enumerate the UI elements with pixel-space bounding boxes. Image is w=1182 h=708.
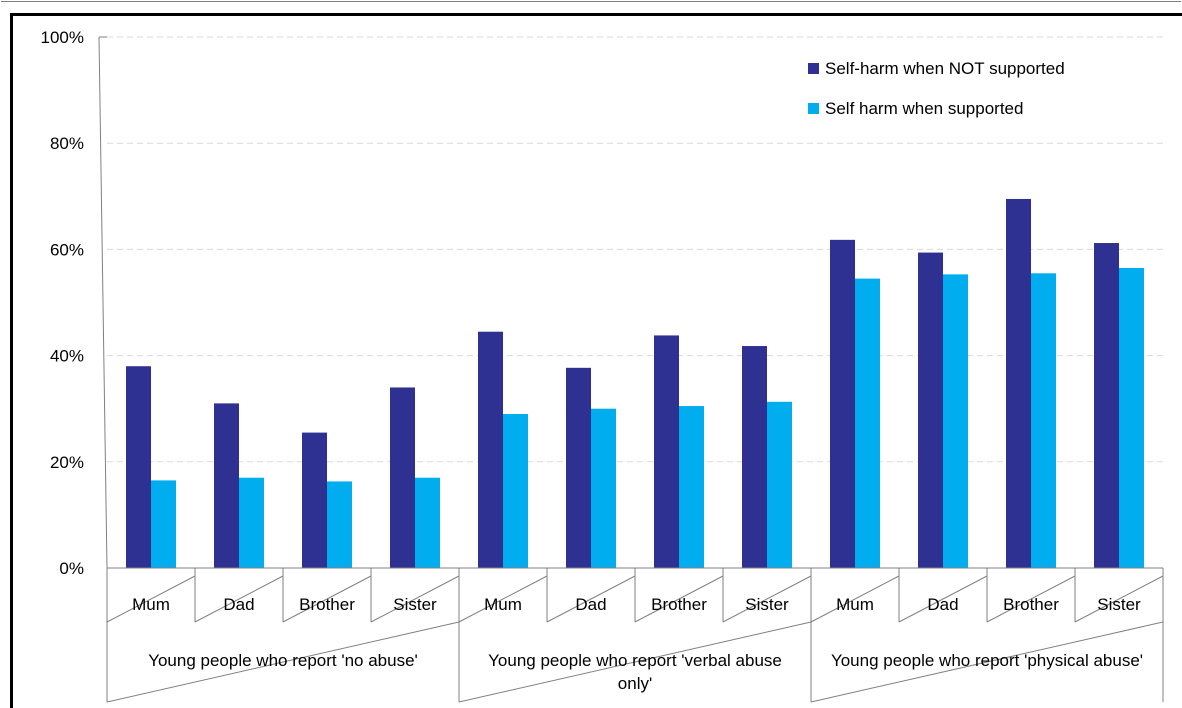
group-slant — [458, 621, 812, 703]
category-slant — [282, 575, 372, 623]
category-label: Dad — [223, 595, 254, 614]
plot-frame-top — [10, 13, 1182, 16]
category-slant — [722, 575, 812, 623]
plot-frame-left — [10, 13, 13, 708]
category-slant — [1074, 575, 1164, 623]
category-slant — [634, 575, 724, 623]
y-tick-label: 40% — [50, 347, 84, 366]
category-label: Mum — [132, 595, 170, 614]
category-label: Mum — [836, 595, 874, 614]
bar-supported — [1119, 267, 1144, 568]
bar-not-supported — [126, 366, 151, 568]
category-slant — [106, 575, 196, 623]
category-slant — [458, 575, 548, 623]
category-label: Sister — [393, 595, 437, 614]
bar-supported — [855, 278, 880, 568]
bar-supported — [239, 477, 264, 568]
bar-not-supported — [1006, 198, 1031, 568]
group-label: Young people who report 'physical abuse' — [831, 651, 1143, 670]
bar-not-supported — [390, 387, 415, 568]
bar-not-supported — [566, 367, 591, 568]
legend: Self-harm when NOT supported Self harm wh… — [808, 59, 1065, 118]
bar-supported — [591, 408, 616, 568]
bar-supported — [503, 414, 528, 568]
bar-supported — [943, 274, 968, 568]
category-label: Brother — [299, 595, 355, 614]
bar-not-supported — [478, 331, 503, 568]
category-slant — [370, 575, 460, 623]
chart-border — [1, 1, 1181, 2]
y-axis-line — [98, 36, 108, 569]
bars — [126, 198, 1144, 569]
category-slant — [986, 575, 1076, 623]
group-slant — [810, 621, 1164, 703]
legend-label: Self-harm when NOT supported — [825, 59, 1065, 78]
bar-not-supported — [830, 239, 855, 569]
bar-supported — [415, 477, 440, 568]
x-axis-labels: Mum Dad Brother Sister Mum Dad Brother Sister Mu… — [132, 595, 1143, 693]
category-label: Dad — [575, 595, 606, 614]
group-label: only' — [618, 674, 652, 693]
axes — [98, 36, 1164, 703]
bar-supported — [327, 481, 352, 568]
y-tick-label: 100% — [41, 28, 84, 47]
category-label: Dad — [927, 595, 958, 614]
y-tick-label: 0% — [59, 559, 84, 578]
y-tick-label: 80% — [50, 134, 84, 153]
category-label: Brother — [1003, 595, 1059, 614]
legend-label: Self harm when supported — [825, 99, 1023, 118]
category-slant — [546, 575, 636, 623]
bar-not-supported — [654, 335, 679, 568]
y-tick-label: 20% — [50, 453, 84, 472]
y-axis-ticks: 0% 20% 40% 60% 80% 100% — [41, 28, 84, 578]
category-slant — [898, 575, 988, 623]
category-label: Mum — [484, 595, 522, 614]
category-label: Sister — [745, 595, 789, 614]
category-label: Sister — [1097, 595, 1141, 614]
group-slant — [106, 621, 460, 703]
bar-not-supported — [742, 346, 767, 568]
gridlines — [107, 36, 1163, 463]
y-tick-label: 60% — [50, 240, 84, 259]
bar-supported — [1031, 273, 1056, 568]
bar-not-supported — [302, 432, 327, 568]
group-label: Young people who report 'no abuse' — [148, 651, 418, 670]
legend-swatch — [808, 63, 819, 74]
legend-swatch — [808, 103, 819, 114]
bar-supported — [679, 406, 704, 568]
bar-supported — [151, 480, 176, 568]
category-slant — [194, 575, 284, 623]
category-slant — [810, 575, 900, 623]
category-label: Brother — [651, 595, 707, 614]
bar-not-supported — [918, 252, 943, 568]
bar-supported — [767, 401, 792, 568]
bar-not-supported — [1094, 243, 1119, 568]
bar-not-supported — [214, 403, 239, 568]
group-label: Young people who report 'verbal abuse — [488, 651, 782, 670]
